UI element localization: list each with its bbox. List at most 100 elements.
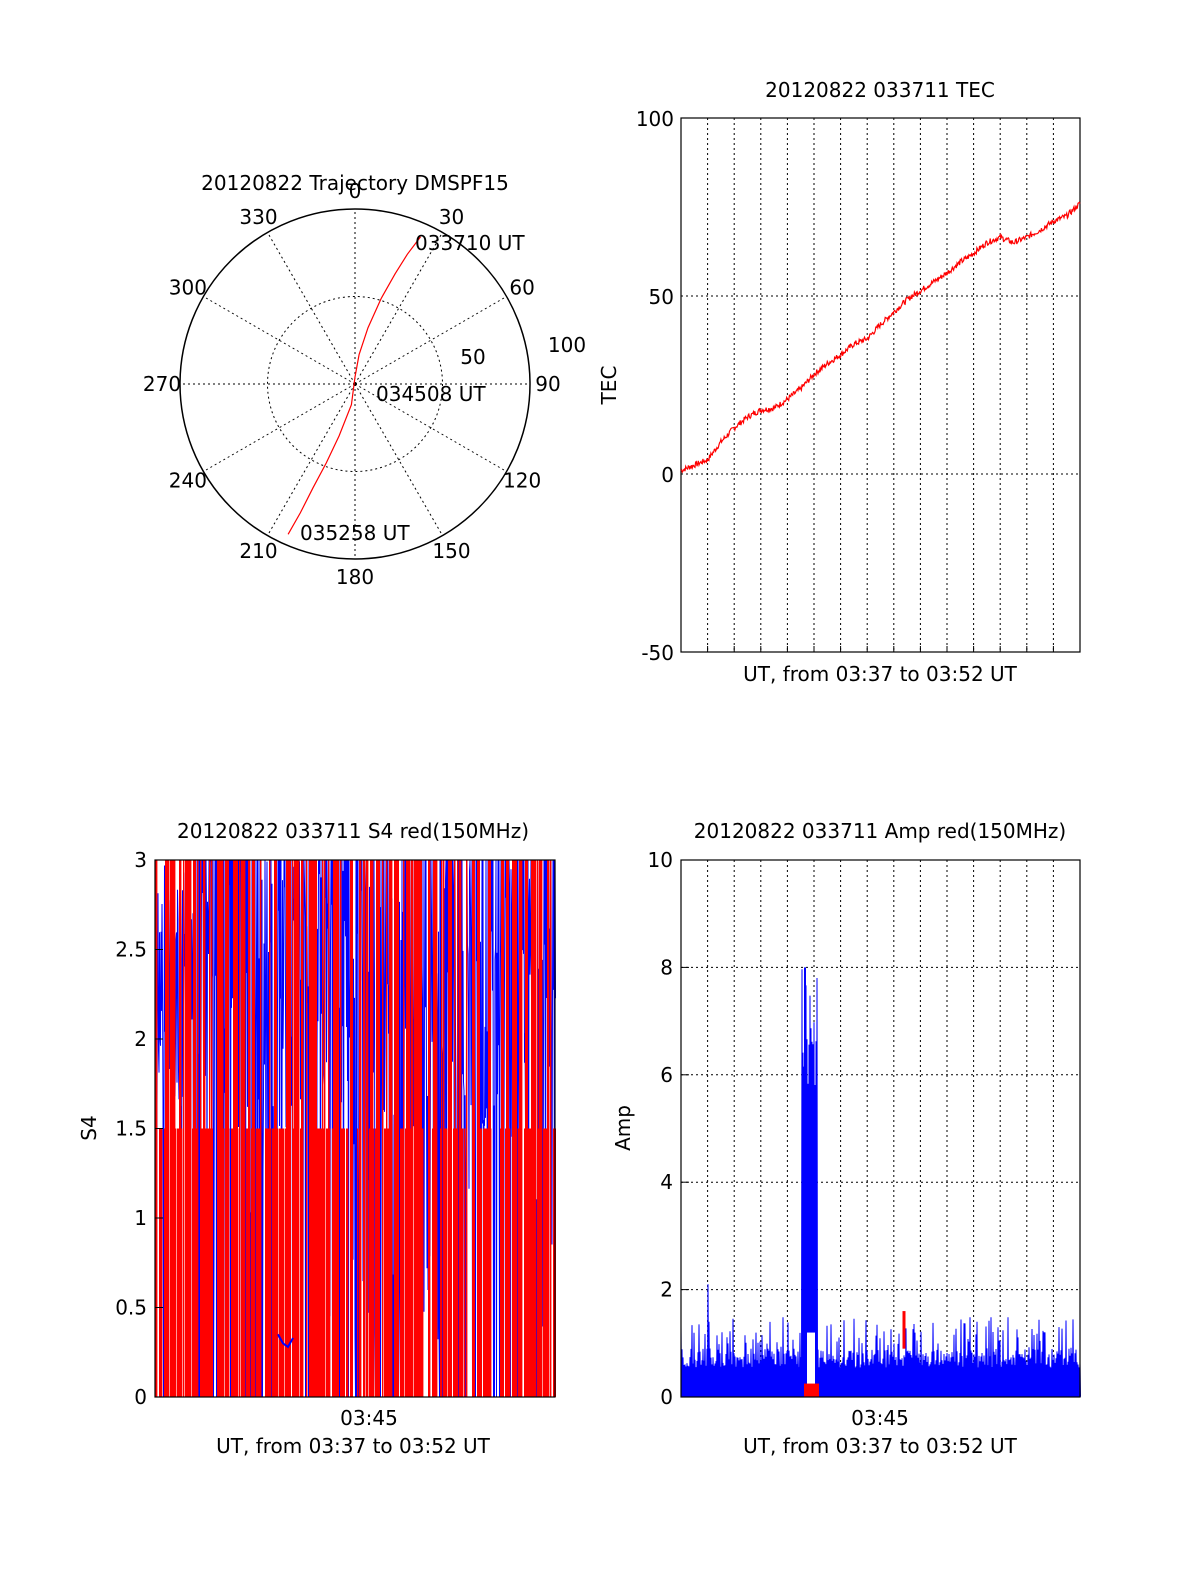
s4-red-bar (222, 860, 224, 1397)
s4-red-bar (448, 860, 450, 1397)
s4-marks (154, 859, 556, 1398)
s4-red-bar (490, 1128, 492, 1397)
s4-red-bar (382, 860, 384, 1397)
s4-red-bar (266, 1128, 268, 1397)
s4-red-bar (446, 1128, 448, 1397)
s4-red-bar (186, 860, 188, 1397)
s4-red-bar (434, 860, 436, 1397)
s4-red-bar (369, 1128, 371, 1397)
s4-red-bar (527, 1128, 529, 1397)
s4-red-bar (429, 860, 431, 1397)
polar-radius-label-50: 50 (460, 345, 485, 369)
s4-red-bar (479, 1128, 482, 1397)
s4-red-bar (187, 860, 189, 1397)
polar-trajectory-line (287, 236, 421, 535)
s4-red-bar (319, 1128, 322, 1397)
s4-red-bar (466, 860, 468, 1397)
s4-red-bar (419, 860, 422, 1397)
s4-red-bar (460, 860, 462, 1397)
s4-red-bar (272, 1128, 275, 1397)
s4-red-bar (321, 1128, 323, 1397)
tec-ytick-neg50: -50 (641, 641, 674, 665)
s4-red-bar (268, 1128, 270, 1397)
s4-red-bar (531, 860, 533, 1397)
polar-angle-label-0: 0 (349, 179, 362, 203)
amp-ytick-label-4: 2 (660, 1278, 673, 1302)
polar-grid-spoke-300 (203, 296, 356, 385)
polar-angle-label-330: 330 (239, 205, 277, 229)
s4-red-bar (254, 1128, 256, 1397)
s4-red-bar (428, 860, 430, 1397)
s4-red-bar (372, 860, 374, 1397)
amp-red-base (804, 1383, 819, 1397)
s4-red-bar (279, 1128, 282, 1397)
s4-red-bar (247, 1128, 249, 1397)
s4-red-bar (316, 1128, 319, 1397)
s4-red-bar (402, 1128, 404, 1397)
s4-red-bar (502, 860, 504, 1397)
s4-red-bar (281, 1128, 284, 1397)
s4-red-bar (378, 860, 380, 1397)
s4-red-bar (301, 860, 303, 1397)
s4-yticks: 3 2.5 2 1.5 1 0.5 0 (115, 848, 163, 1409)
s4-red-bar (232, 1128, 234, 1397)
tec-plot-frame (680, 117, 1081, 653)
amp-yticks: 10 8 6 4 2 0 (648, 848, 689, 1409)
s4-red-bar (168, 860, 170, 1397)
s4-red-bar (389, 860, 392, 1397)
s4-red-bar (181, 1128, 183, 1397)
polar-angle-label-60: 60 (509, 276, 534, 300)
s4-red-bar (391, 860, 393, 1397)
s4-red-bar (256, 1128, 258, 1397)
polar-grid-spoke-60 (354, 296, 507, 385)
s4-red-bar (277, 1128, 279, 1397)
s4-red-bar (235, 860, 238, 1397)
tec-chart: 20120822 033711 TEC 100 50 0 -50 TEC UT,… (597, 78, 1081, 686)
s4-red-bar (370, 860, 373, 1397)
s4-red-bar (462, 1128, 464, 1397)
polar-angle-label-150: 150 (432, 539, 470, 563)
s4-red-bar (197, 860, 199, 1397)
tec-grid (680, 118, 1081, 652)
s4-red-bar (357, 1128, 359, 1397)
polar-angle-label-300: 300 (169, 276, 207, 300)
s4-red-bar (260, 860, 262, 1397)
s4-red-bar (269, 860, 271, 1397)
amp-ytick-label-5: 0 (660, 1385, 673, 1409)
s4-red-bar (366, 860, 368, 1397)
s4-red-bar (190, 860, 192, 1397)
s4-title: 20120822 033711 S4 red(150MHz) (177, 819, 529, 843)
polar-chart: 20120822 Trajectory DMSPF15 0 30 60 90 120 15… (143, 171, 586, 589)
s4-red-bar (173, 860, 175, 1397)
polar-grid-spoke-30 (354, 232, 443, 385)
s4-red-bar (397, 1128, 399, 1397)
polar-radius-label-100: 100 (548, 333, 586, 357)
s4-red-bar (270, 1128, 272, 1397)
polar-angle-label-120: 120 (503, 469, 541, 493)
s4-red-bar (360, 860, 362, 1397)
s4-red-bar (293, 1128, 295, 1397)
s4-red-bar (300, 1128, 302, 1397)
s4-red-bar (516, 1128, 518, 1397)
s4-red-bar (444, 1128, 446, 1397)
s4-red-bar (340, 860, 342, 1397)
s4-red-bar (341, 1128, 343, 1397)
s4-red-bar (485, 1128, 488, 1397)
s4-red-bar (450, 1128, 452, 1397)
polar-annotation-mid: 034508 UT (376, 382, 486, 406)
s4-red-bar (445, 1128, 447, 1397)
s4-red-bar (183, 860, 185, 1397)
polar-grid (180, 209, 530, 559)
s4-red-bar (400, 1128, 402, 1397)
s4-red-bar (207, 1128, 210, 1397)
s4-red-bar (180, 860, 182, 1397)
s4-red-bar (175, 1128, 177, 1397)
s4-red-bar (201, 1128, 204, 1397)
s4-red-bar (384, 1128, 386, 1397)
tec-series-line (680, 201, 1081, 474)
s4-red-bar (324, 860, 326, 1397)
s4-red-bar (359, 860, 361, 1397)
s4-red-bar (342, 1128, 345, 1397)
s4-red-bar (513, 860, 515, 1397)
s4-red-bar (334, 1128, 336, 1397)
